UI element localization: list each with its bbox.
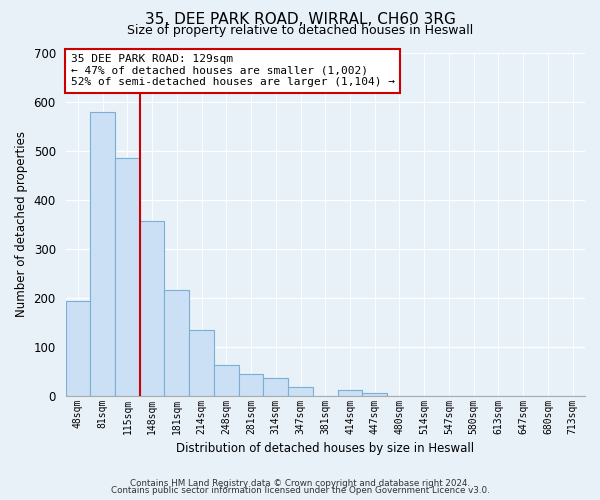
Bar: [338, 390, 362, 396]
Text: 35, DEE PARK ROAD, WIRRAL, CH60 3RG: 35, DEE PARK ROAD, WIRRAL, CH60 3RG: [145, 12, 455, 28]
X-axis label: Distribution of detached houses by size in Heswall: Distribution of detached houses by size …: [176, 442, 475, 455]
Bar: [164, 290, 189, 396]
Bar: [362, 393, 387, 396]
Bar: [90, 112, 115, 396]
Bar: [189, 330, 214, 396]
Bar: [239, 374, 263, 396]
Bar: [115, 158, 140, 396]
Y-axis label: Number of detached properties: Number of detached properties: [15, 131, 28, 317]
Text: Contains public sector information licensed under the Open Government Licence v3: Contains public sector information licen…: [110, 486, 490, 495]
Text: Contains HM Land Registry data © Crown copyright and database right 2024.: Contains HM Land Registry data © Crown c…: [130, 478, 470, 488]
Text: Size of property relative to detached houses in Heswall: Size of property relative to detached ho…: [127, 24, 473, 37]
Bar: [214, 365, 239, 396]
Bar: [65, 301, 90, 396]
Bar: [140, 221, 164, 396]
Bar: [263, 378, 288, 396]
Bar: [288, 388, 313, 396]
Text: 35 DEE PARK ROAD: 129sqm
← 47% of detached houses are smaller (1,002)
52% of sem: 35 DEE PARK ROAD: 129sqm ← 47% of detach…: [71, 54, 395, 88]
